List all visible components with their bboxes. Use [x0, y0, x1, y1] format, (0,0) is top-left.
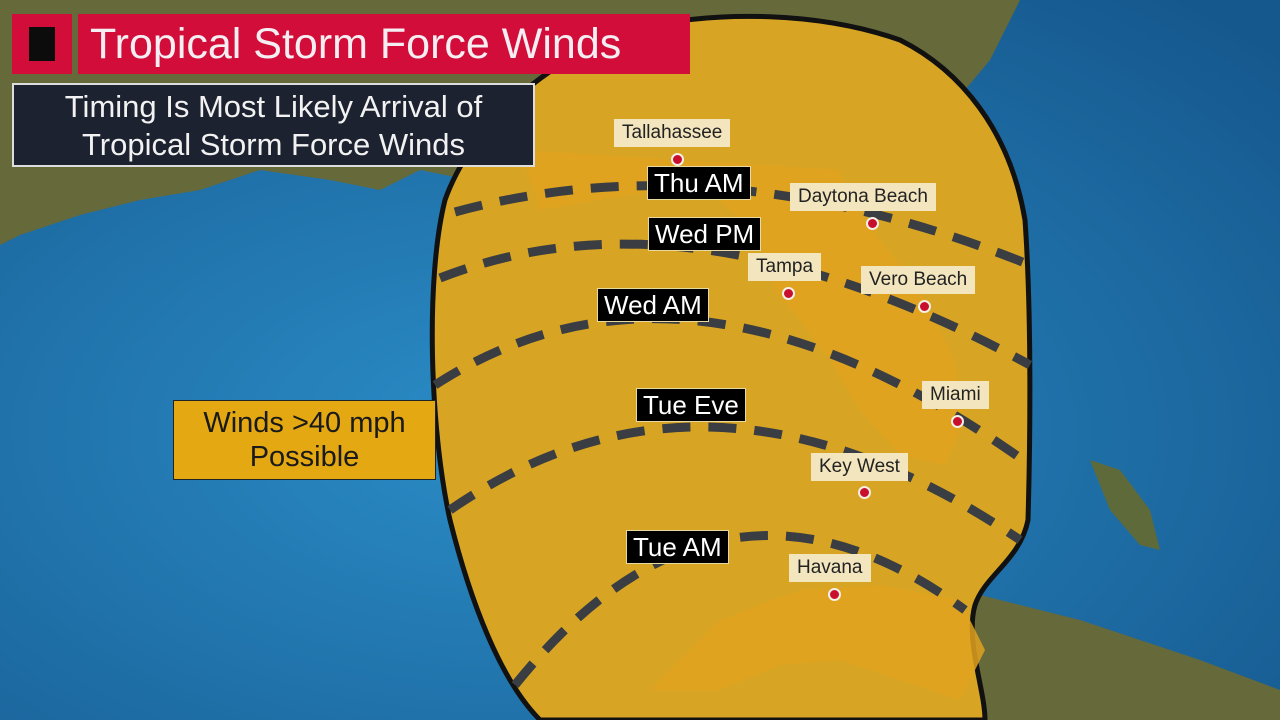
city-marker-key-west — [858, 486, 871, 499]
city-label-tallahassee: Tallahassee — [614, 119, 731, 147]
map-subtitle: Timing Is Most Likely Arrival of Tropica… — [12, 83, 535, 167]
square-icon — [12, 14, 72, 74]
city-label-havana: Havana — [789, 554, 871, 582]
isochrone-tue-eve — [447, 422, 1023, 544]
city-label-tampa: Tampa — [748, 253, 822, 281]
subtitle-line-1: Timing Is Most Likely Arrival of — [64, 89, 483, 124]
isochrone-tue-am — [511, 531, 968, 688]
city-marker-tallahassee — [671, 153, 684, 166]
land-florida — [520, 150, 965, 465]
title-bar: Tropical Storm Force Winds — [12, 14, 690, 74]
time-label-wed-pm: Wed PM — [648, 217, 762, 251]
time-label-wed-am: Wed AM — [597, 288, 709, 322]
land-bahamas — [1090, 460, 1160, 550]
legend-line-2: Possible — [249, 441, 360, 473]
city-label-daytona-beach: Daytona Beach — [790, 183, 936, 211]
city-label-miami: Miami — [922, 381, 989, 409]
city-marker-daytona-beach — [866, 217, 879, 230]
city-marker-vero-beach — [918, 300, 931, 313]
city-label-key-west: Key West — [811, 453, 908, 481]
legend-line-1: Winds >40 mph — [203, 407, 406, 439]
subtitle-line-2: Tropical Storm Force Winds — [82, 127, 465, 162]
land-caribbean — [940, 590, 1280, 720]
city-marker-tampa — [782, 287, 795, 300]
map-title: Tropical Storm Force Winds — [78, 14, 690, 74]
time-label-tue-eve: Tue Eve — [636, 388, 746, 422]
time-label-tue-am: Tue AM — [626, 530, 729, 564]
city-label-vero-beach: Vero Beach — [861, 266, 976, 294]
city-marker-miami — [951, 415, 964, 428]
time-label-thu-am: Thu AM — [647, 166, 751, 200]
city-marker-havana — [828, 588, 841, 601]
land-cuba — [650, 585, 985, 700]
legend-winds-possible: Winds >40 mph Possible — [173, 400, 436, 480]
